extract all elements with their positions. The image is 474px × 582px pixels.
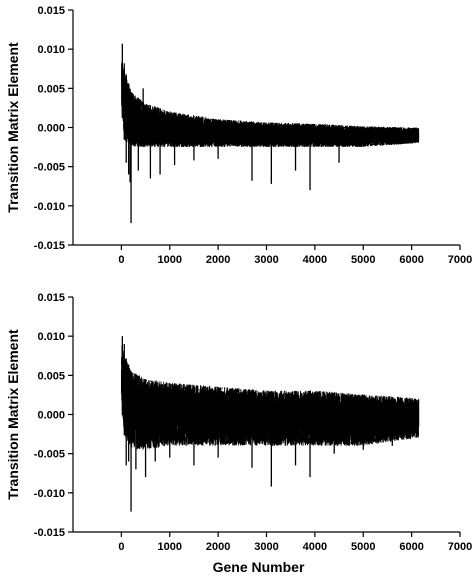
y-tick-label: -0.015	[34, 240, 65, 252]
series-line	[120, 61, 420, 148]
y-tick-label: 0.005	[37, 370, 65, 382]
x-tick-label: 6000	[399, 541, 423, 553]
x-tick-label: 3000	[254, 541, 278, 553]
chart-top-panel: -0.015 -0.010 -0.005 0.000 0.005 0.010 0.015 0 1…	[5, 5, 472, 266]
x-tick-label: 0	[118, 541, 124, 553]
x-tick-label: 1000	[158, 254, 182, 266]
y-tick-label: 0.015	[37, 292, 65, 304]
y-tick-label: -0.010	[34, 201, 65, 213]
y-tick-label: 0.005	[37, 83, 65, 95]
x-tick-label: 1000	[158, 541, 182, 553]
x-tick-label: 6000	[399, 254, 423, 266]
x-tick-label: 7000	[448, 541, 472, 553]
series-line	[120, 345, 420, 450]
y-axis-title: Transition Matrix Element	[5, 42, 21, 213]
y-tick-label: 0.010	[37, 331, 65, 343]
y-tick-label: -0.005	[34, 449, 65, 461]
y-axis-title: Transition Matrix Element	[5, 329, 21, 500]
x-tick-label: 2000	[206, 541, 230, 553]
y-tick-label: -0.005	[34, 162, 65, 174]
y-tick-label: 0.000	[37, 123, 65, 135]
x-tick-label: 4000	[303, 541, 327, 553]
x-tick-label: 7000	[448, 254, 472, 266]
y-tick-label: 0.010	[37, 44, 65, 56]
x-tick-label: 2000	[206, 254, 230, 266]
x-axis-title: Gene Number	[213, 559, 305, 575]
x-tick-label: 0	[118, 254, 124, 266]
y-tick-label: -0.010	[34, 488, 65, 500]
y-tick-label: -0.015	[34, 527, 65, 539]
x-tick-label: 5000	[351, 541, 375, 553]
x-tick-label: 3000	[254, 254, 278, 266]
chart-bottom-panel: -0.015 -0.010 -0.005 0.000 0.005 0.010 0.015 0 1…	[5, 292, 472, 575]
x-tick-label: 5000	[351, 254, 375, 266]
y-tick-label: 0.015	[37, 5, 65, 17]
x-tick-label: 4000	[303, 254, 327, 266]
y-tick-label: 0.000	[37, 410, 65, 422]
